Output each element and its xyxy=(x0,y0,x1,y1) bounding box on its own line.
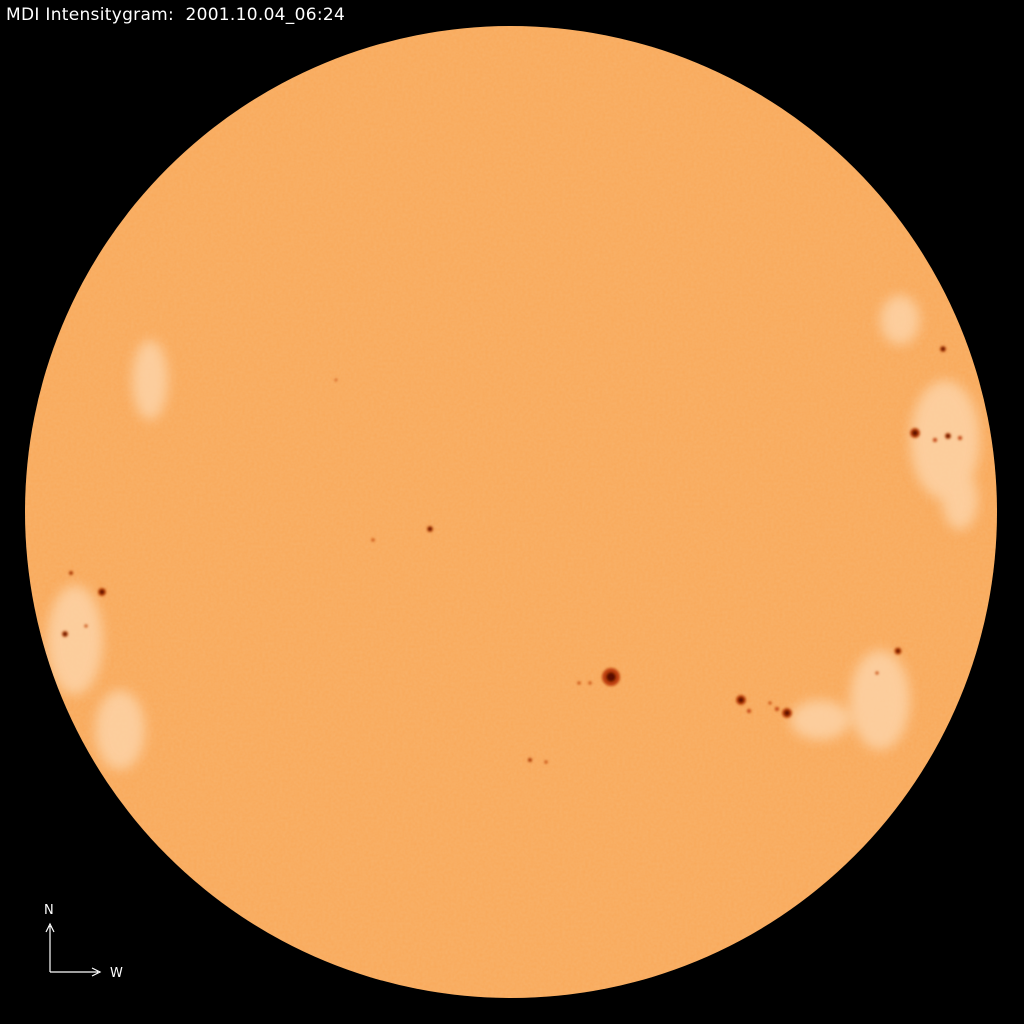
sunspot-penumbra xyxy=(775,707,779,711)
sunspot-umbra xyxy=(606,672,616,682)
sunspot-umbra xyxy=(912,430,918,436)
sunspot-penumbra xyxy=(544,760,548,764)
granulation-texture xyxy=(25,26,997,998)
north-arrow-icon xyxy=(45,922,55,972)
sunspot-umbra xyxy=(784,710,790,716)
sunspot-penumbra xyxy=(334,378,338,382)
west-arrow-icon xyxy=(50,967,102,977)
sunspot-penumbra xyxy=(768,701,772,705)
sunspot-penumbra xyxy=(577,681,581,685)
sunspot-umbra xyxy=(529,759,531,761)
sunspot-umbra xyxy=(946,434,950,438)
sunspot-umbra xyxy=(63,632,67,636)
compass-rose xyxy=(45,922,102,977)
sunspot-penumbra xyxy=(958,436,962,440)
image-title: MDI Intensitygram: 2001.10.04_06:24 xyxy=(6,5,346,25)
sunspot-penumbra xyxy=(747,709,751,713)
sunspots xyxy=(62,346,962,764)
north-label: N xyxy=(44,903,54,918)
sunspot-umbra xyxy=(428,527,432,531)
sunspot-penumbra xyxy=(588,681,592,685)
sunspot-umbra xyxy=(99,589,105,595)
sunspot-umbra xyxy=(896,649,900,653)
sunspot-penumbra xyxy=(84,624,88,628)
sunspot-penumbra xyxy=(371,538,375,542)
sunspot-umbra xyxy=(941,347,945,351)
faculae xyxy=(47,295,980,770)
sunspot-umbra xyxy=(70,572,72,574)
west-label: W xyxy=(110,966,123,981)
sunspot-penumbra xyxy=(875,671,879,675)
sunspot-penumbra xyxy=(933,438,937,442)
sunspot-umbra xyxy=(738,697,744,703)
